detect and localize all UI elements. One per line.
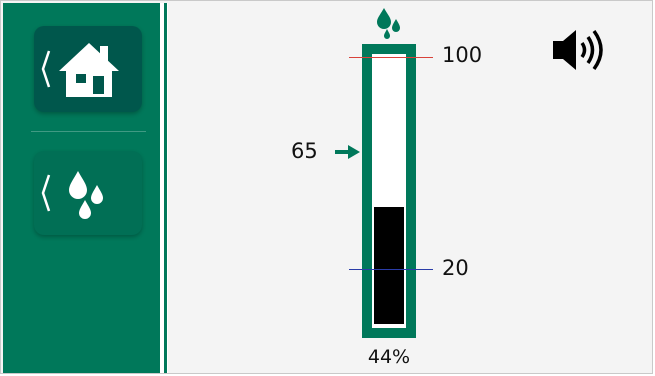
water-drops-icon (69, 171, 103, 219)
nav-home-button[interactable] (34, 26, 142, 112)
tank-fill-level (374, 207, 404, 324)
house-icon (59, 43, 119, 97)
sidebar (3, 3, 160, 373)
main-panel: 100 20 65 44% (168, 3, 650, 373)
arrow-right-icon (335, 145, 360, 159)
water-drop-icon (377, 8, 400, 39)
setpoint-label: 65 (291, 139, 318, 163)
sidebar-separator (31, 131, 146, 132)
sidebar-edge (164, 3, 167, 373)
chevron-left-icon (41, 50, 51, 88)
tank-gauge (362, 44, 416, 338)
level-percent-label: 44% (367, 346, 411, 368)
min-level-line (349, 269, 433, 270)
nav-water-button[interactable] (34, 151, 142, 235)
max-level-line (349, 57, 433, 58)
min-level-label: 20 (442, 256, 469, 280)
max-level-label: 100 (442, 43, 483, 67)
chevron-left-icon (41, 174, 51, 212)
speaker-volume-icon[interactable] (551, 27, 615, 73)
